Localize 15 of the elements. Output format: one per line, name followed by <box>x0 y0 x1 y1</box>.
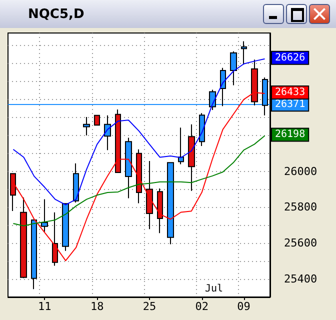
annotation: Jul <box>205 284 224 294</box>
x-tick-label: 09 <box>237 300 250 313</box>
y-tick-label: 26000 <box>284 164 318 178</box>
data-label: 26433 <box>275 87 306 98</box>
y-tick-label: 25800 <box>284 200 318 214</box>
x-tick-label: 25 <box>142 300 156 313</box>
data-label: 26626 <box>275 52 306 64</box>
chart-title: NQC5,D <box>28 6 86 22</box>
x-tick-label: 02 <box>195 300 209 313</box>
x-tick-label: 18 <box>90 300 104 313</box>
y-tick-label: 25400 <box>284 272 318 286</box>
y-tick-label: 25600 <box>284 236 318 250</box>
x-tick-label: 11 <box>38 300 52 313</box>
data-label: 26198 <box>275 129 306 140</box>
ref-line-label: 26371 <box>275 99 306 110</box>
